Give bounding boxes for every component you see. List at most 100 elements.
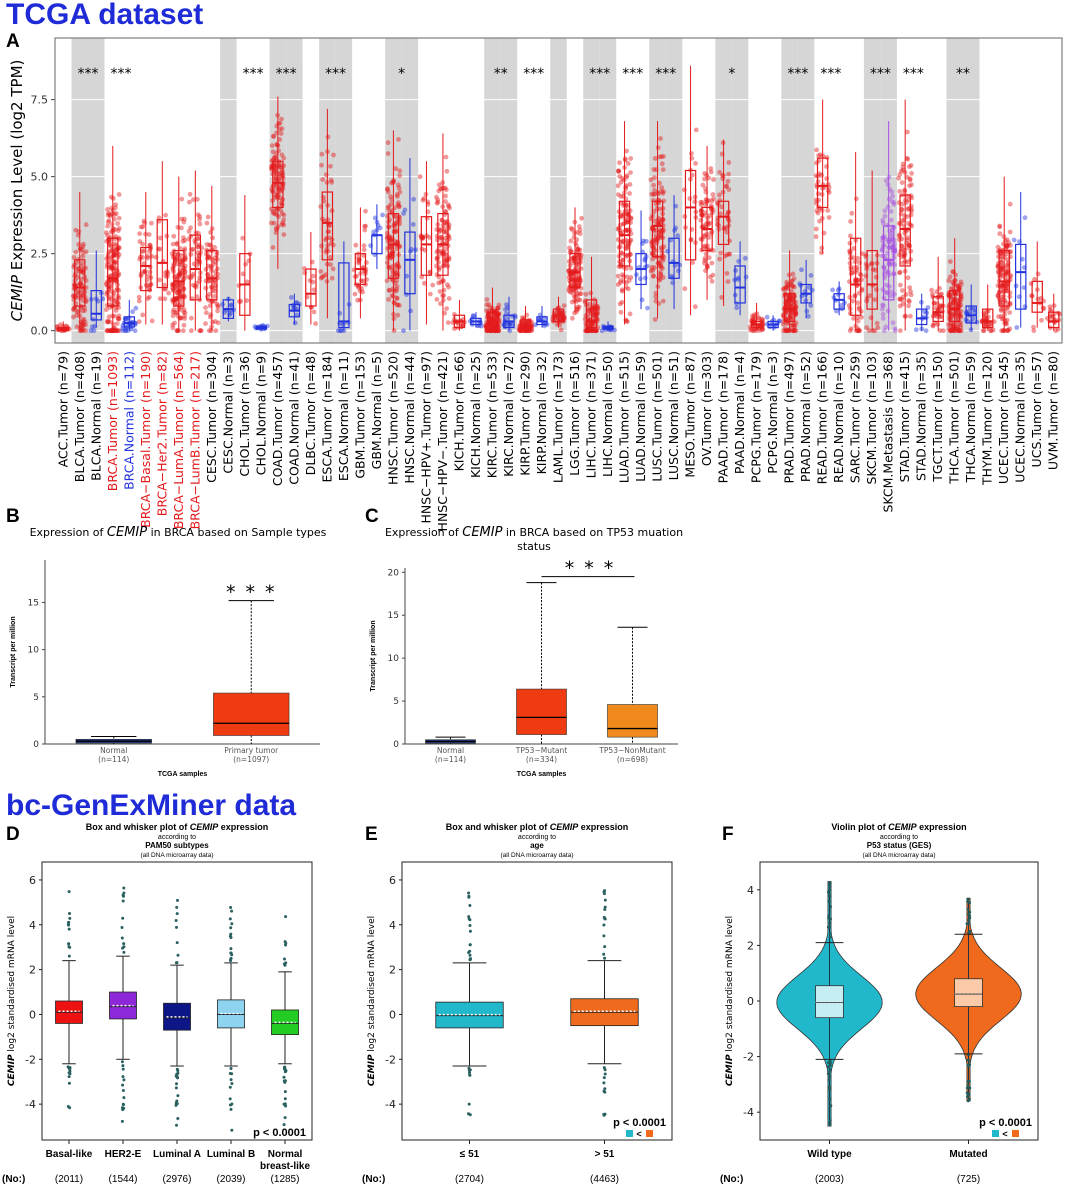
data-point — [652, 156, 658, 161]
data-point — [115, 328, 121, 334]
data-point — [957, 328, 963, 334]
chart-title-pre: Box and whisker plot of — [446, 822, 550, 832]
group-shade — [550, 38, 567, 343]
data-point — [174, 296, 179, 301]
data-point — [417, 174, 423, 180]
x-tick-label: LIHC.Normal (n=50) — [600, 351, 615, 477]
data-point — [900, 288, 905, 293]
box — [74, 259, 86, 307]
data-point — [77, 245, 83, 251]
data-point — [393, 166, 399, 172]
data-point — [855, 318, 861, 324]
data-point — [393, 271, 398, 276]
data-point — [869, 261, 874, 267]
chart-title-gene: CEMIP — [888, 822, 918, 832]
box — [173, 249, 185, 307]
data-point — [128, 326, 134, 332]
data-point — [141, 218, 147, 224]
x-tick-label: GBM.Tumor (n=153) — [352, 351, 367, 479]
data-point — [394, 296, 400, 301]
data-point — [81, 323, 86, 328]
outlier-point — [828, 1097, 832, 1101]
data-point — [328, 163, 333, 169]
data-point — [205, 214, 211, 220]
data-point — [567, 245, 572, 251]
data-point — [115, 316, 121, 321]
data-point — [188, 328, 194, 334]
data-point — [271, 134, 277, 140]
data-point — [170, 325, 176, 331]
x-tick-label: Primary tumor — [224, 746, 279, 755]
data-point — [395, 194, 400, 199]
data-point — [188, 252, 194, 257]
data-point — [112, 241, 118, 247]
data-point — [900, 301, 906, 307]
data-point — [112, 265, 118, 271]
data-point — [176, 328, 181, 334]
data-point — [388, 194, 393, 199]
data-point — [271, 220, 277, 226]
data-point — [443, 220, 449, 225]
data-point — [111, 253, 116, 258]
data-point — [279, 222, 285, 227]
data-point — [880, 220, 886, 226]
x-tick-label: CESC.Normal (n=3) — [220, 351, 235, 474]
data-point — [725, 210, 731, 216]
data-point — [196, 244, 201, 250]
data-point — [439, 236, 445, 242]
data-point — [882, 275, 887, 280]
group-shade — [731, 38, 749, 343]
outlier-point — [174, 1103, 178, 1107]
outlier-point — [967, 922, 971, 926]
data-point — [273, 155, 278, 161]
outlier-point — [283, 1116, 287, 1120]
data-point — [617, 160, 622, 166]
data-point — [573, 256, 579, 262]
data-point — [835, 287, 841, 293]
data-point — [586, 328, 592, 334]
data-point — [181, 322, 187, 328]
data-point — [294, 312, 300, 318]
data-point — [173, 296, 179, 302]
data-point — [813, 226, 819, 232]
data-point — [74, 293, 80, 298]
outlier-point — [230, 1102, 234, 1106]
data-point — [181, 235, 186, 241]
data-point — [311, 287, 317, 293]
significance-mark: *** — [111, 66, 132, 82]
data-point — [389, 250, 395, 256]
data-point — [675, 233, 681, 239]
data-point — [175, 328, 181, 334]
outlier-point — [68, 1069, 72, 1073]
data-point — [725, 279, 731, 284]
data-point — [628, 220, 633, 225]
data-point — [113, 211, 119, 216]
data-point — [386, 297, 391, 302]
data-point — [873, 287, 879, 292]
outlier-point — [603, 917, 607, 921]
data-point — [577, 224, 582, 229]
data-point — [436, 188, 442, 194]
y-axis-label: Transcript per million — [370, 620, 377, 691]
data-point — [390, 249, 396, 255]
data-point — [271, 133, 276, 139]
count-label: (No:) — [720, 1174, 743, 1184]
y-tick-label: 20 — [388, 568, 400, 578]
data-point — [724, 183, 730, 189]
data-point — [658, 262, 664, 267]
outlier-point — [120, 926, 124, 929]
data-point — [273, 170, 279, 176]
data-point — [594, 328, 599, 334]
data-point — [140, 255, 146, 260]
data-point — [756, 316, 762, 322]
panel-label-a: A — [6, 31, 20, 52]
data-point — [212, 245, 218, 250]
data-point — [896, 175, 901, 181]
data-point — [174, 290, 180, 296]
data-point — [486, 302, 492, 308]
outlier-point — [282, 1079, 286, 1083]
data-point — [826, 215, 832, 220]
data-point — [883, 289, 889, 295]
data-point — [360, 289, 365, 295]
data-point — [720, 176, 726, 182]
